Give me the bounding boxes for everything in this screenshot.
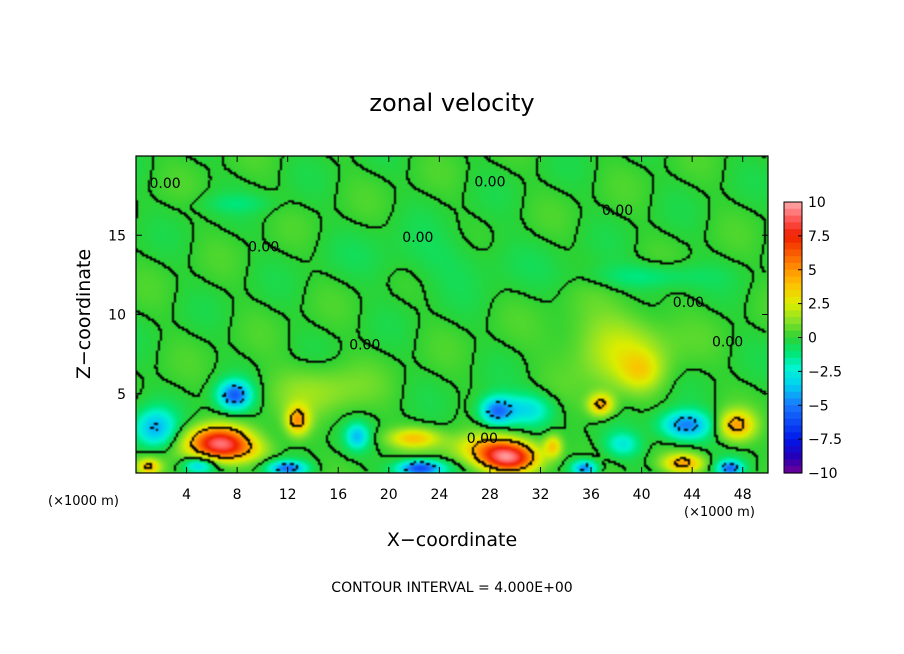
- x-tick-label: 8: [233, 487, 242, 503]
- plot-area: 0.00 0.00 0.00 0.00 0.00 0.00 0.00 0.00 0.00: [135, 155, 769, 474]
- contour-label: 0.00: [673, 295, 704, 311]
- colorbar-swatch: [784, 317, 802, 325]
- colorbar-tick-label: 10: [808, 195, 826, 211]
- colorbar-tick-label: −7.5: [808, 432, 842, 448]
- y-ticks: 5 10 15: [108, 228, 768, 403]
- colorbar: 10 7.5 5 2.5 0 −2.5 −5 −7.5 −10: [783, 195, 842, 482]
- colorbar-swatch: [784, 445, 802, 454]
- colorbar-swatch: [784, 344, 802, 352]
- colorbar-swatch: [784, 208, 802, 217]
- contour-label: 0.00: [149, 176, 180, 192]
- x-tick-label: 20: [380, 487, 398, 503]
- colorbar-swatch: [784, 425, 802, 433]
- colorbar-swatch: [784, 432, 802, 440]
- colorbar-swatch: [784, 439, 802, 447]
- x-tick-label: 44: [683, 487, 701, 503]
- colorbar-ticks: 10 7.5 5 2.5 0 −2.5 −5 −7.5 −10: [798, 195, 842, 482]
- x-tick-label: 28: [481, 487, 499, 503]
- colorbar-swatch: [784, 215, 802, 223]
- colorbar-swatch: [784, 269, 802, 278]
- colorbar-tick-label: −2.5: [808, 364, 842, 380]
- colorbar-tick-label: 0: [808, 331, 817, 347]
- contour-label: 0.00: [402, 230, 433, 246]
- colorbar-swatch: [784, 378, 802, 386]
- colorbar-swatch: [784, 290, 802, 298]
- colorbar-swatch: [784, 357, 802, 366]
- colorbar-swatch: [784, 249, 802, 257]
- contour-interval-note: CONTOUR INTERVAL = 4.000E+00: [331, 580, 572, 596]
- colorbar-swatch: [784, 364, 802, 372]
- x-tick-label: 36: [582, 487, 600, 503]
- colorbar-swatch: [784, 337, 802, 345]
- colorbar-swatch: [784, 466, 802, 474]
- colorbar-swatch: [784, 303, 802, 311]
- colorbar-swatch: [784, 391, 802, 400]
- colorbar-swatch: [784, 351, 802, 359]
- x-tick-label: 32: [532, 487, 550, 503]
- colorbar-swatch: [784, 283, 802, 291]
- x-ticks: 4 8 12 16 20 24 28 32 36 40 44 48: [182, 156, 752, 503]
- x-tick-label: 48: [734, 487, 752, 503]
- colorbar-swatch: [784, 229, 802, 237]
- colorbar-tick-label: −5: [808, 398, 829, 414]
- colorbar-swatch: [784, 412, 802, 420]
- colorbar-swatch: [784, 330, 802, 339]
- contour-label: 0.00: [712, 334, 743, 350]
- x-unit-left: (×1000 m): [48, 494, 119, 509]
- colorbar-swatch: [784, 242, 802, 251]
- colorbar-tick-label: 7.5: [808, 229, 830, 245]
- x-tick-label: 40: [633, 487, 651, 503]
- colorbar-swatch: [784, 459, 802, 467]
- y-tick-label: 15: [108, 228, 126, 244]
- colorbar-swatch: [784, 262, 802, 271]
- y-tick-label: 5: [117, 387, 126, 403]
- colorbar-swatches: [784, 202, 802, 474]
- colorbar-swatch: [784, 202, 802, 210]
- contour-label: 0.00: [467, 431, 498, 447]
- colorbar-swatch: [784, 418, 802, 427]
- x-tick-label: 16: [329, 487, 347, 503]
- velocity-field: [136, 156, 768, 473]
- contour-label: 0.00: [248, 239, 279, 255]
- x-axis-label: X−coordinate: [387, 529, 517, 551]
- x-tick-label: 4: [182, 487, 191, 503]
- contour-label: 0.00: [474, 174, 505, 190]
- colorbar-swatch: [784, 276, 802, 284]
- colorbar-swatch: [784, 398, 802, 406]
- x-tick-label: 12: [279, 487, 297, 503]
- colorbar-swatch: [784, 452, 802, 461]
- contour-label: 0.00: [602, 203, 633, 219]
- colorbar-swatch: [784, 222, 802, 230]
- chart-title: zonal velocity: [369, 89, 534, 117]
- colorbar-tick-label: −10: [808, 466, 838, 482]
- colorbar-swatch: [784, 296, 802, 305]
- colorbar-tick-label: 2.5: [808, 297, 830, 313]
- colorbar-tick-label: 5: [808, 263, 817, 279]
- contour-label: 0.00: [349, 338, 380, 354]
- y-tick-label: 10: [108, 308, 126, 324]
- colorbar-swatch: [784, 323, 802, 332]
- x-tick-label: 24: [430, 487, 448, 503]
- colorbar-swatch: [784, 235, 802, 244]
- x-unit-right: (×1000 m): [684, 505, 755, 520]
- colorbar-swatch: [784, 405, 802, 413]
- colorbar-swatch: [784, 384, 802, 393]
- y-axis-label: Z−coordinate: [73, 249, 95, 379]
- colorbar-swatch: [784, 256, 802, 264]
- colorbar-swatch: [784, 310, 802, 318]
- contour-labels: 0.00 0.00 0.00 0.00 0.00 0.00 0.00 0.00 0.00: [149, 174, 743, 447]
- colorbar-swatch: [784, 371, 802, 379]
